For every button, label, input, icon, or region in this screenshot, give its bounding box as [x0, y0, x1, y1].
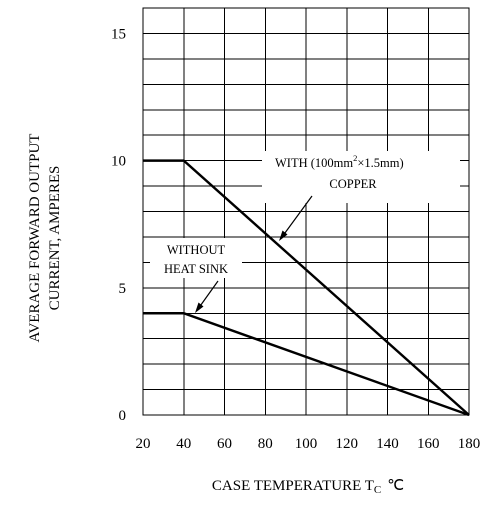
series-without-heat-sink-line: [143, 312, 470, 417]
annotation-without-bg: [150, 238, 242, 278]
y-tick-label-10: 10: [111, 154, 126, 170]
x-tick-label-140: 140: [376, 436, 399, 452]
series-lines: [143, 159, 470, 417]
y-tick-label-5: 5: [119, 281, 127, 297]
annotation-with-copper-bg: [262, 151, 460, 203]
x-tick-label-180: 180: [458, 436, 481, 452]
x-tick-label-20: 20: [136, 436, 151, 452]
annotation-with-copper: WITH (100mm2×1.5mm) COPPER: [262, 151, 460, 241]
series-label-with-copper-line1: WITH (100mm2×1.5mm): [275, 153, 404, 170]
x-tick-label-80: 80: [258, 436, 273, 452]
leader-without: [197, 280, 219, 310]
x-tick-label-100: 100: [295, 436, 318, 452]
y-tick-label-0: 0: [119, 408, 127, 424]
y-tick-label-15: 15: [111, 26, 126, 42]
y-axis-label-line2: CURRENT, AMPERES: [47, 166, 63, 311]
x-axis-label: CASE TEMPERATURE TC ℃: [212, 478, 404, 496]
y-axis-label-line1: AVERAGE FORWARD OUTPUT: [27, 134, 43, 343]
tick-labels: 20 40 60 80 100 120 140 160 180 0 5 10 15: [111, 26, 480, 452]
x-tick-label-160: 160: [417, 436, 440, 452]
series-label-without-line1: WITHOUT: [167, 243, 226, 257]
series-label-without-line2: HEAT SINK: [164, 262, 228, 276]
leader-arrow-without: [195, 302, 204, 313]
x-tick-label-120: 120: [336, 436, 359, 452]
series-label-with-copper-line2: COPPER: [329, 177, 377, 191]
annotation-without-heat-sink: WITHOUT HEAT SINK: [150, 238, 242, 313]
leader-arrow-with-copper: [279, 230, 288, 241]
leader-with-copper: [281, 195, 313, 238]
x-tick-label-40: 40: [176, 436, 191, 452]
x-tick-label-60: 60: [217, 436, 232, 452]
grid-lines: [143, 8, 469, 415]
plot-frame: [142, 7, 470, 416]
series-with-copper-line: [143, 159, 470, 416]
